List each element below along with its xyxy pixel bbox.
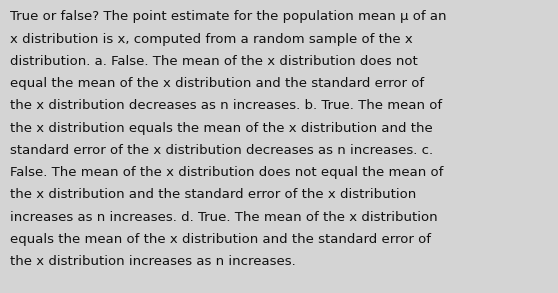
Text: distribution. a. False. The mean of the x distribution does not: distribution. a. False. The mean of the … [10,55,418,68]
Text: equal the mean of the x distribution and the standard error of: equal the mean of the x distribution and… [10,77,424,90]
Text: equals the mean of the x distribution and the standard error of: equals the mean of the x distribution an… [10,233,431,246]
Text: x distribution is x, computed from a random sample of the x: x distribution is x, computed from a ran… [10,33,413,45]
Text: increases as n increases. d. True. The mean of the x distribution: increases as n increases. d. True. The m… [10,211,437,224]
Text: False. The mean of the x distribution does not equal the mean of: False. The mean of the x distribution do… [10,166,444,179]
Text: the x distribution and the standard error of the x distribution: the x distribution and the standard erro… [10,188,416,201]
Text: True or false? The point estimate for the population mean μ of an: True or false? The point estimate for th… [10,10,446,23]
Text: the x distribution decreases as n increases. b. True. The mean of: the x distribution decreases as n increa… [10,99,442,112]
Text: the x distribution increases as n increases.: the x distribution increases as n increa… [10,255,296,268]
Text: standard error of the x distribution decreases as n increases. c.: standard error of the x distribution dec… [10,144,433,157]
Text: the x distribution equals the mean of the x distribution and the: the x distribution equals the mean of th… [10,122,433,134]
